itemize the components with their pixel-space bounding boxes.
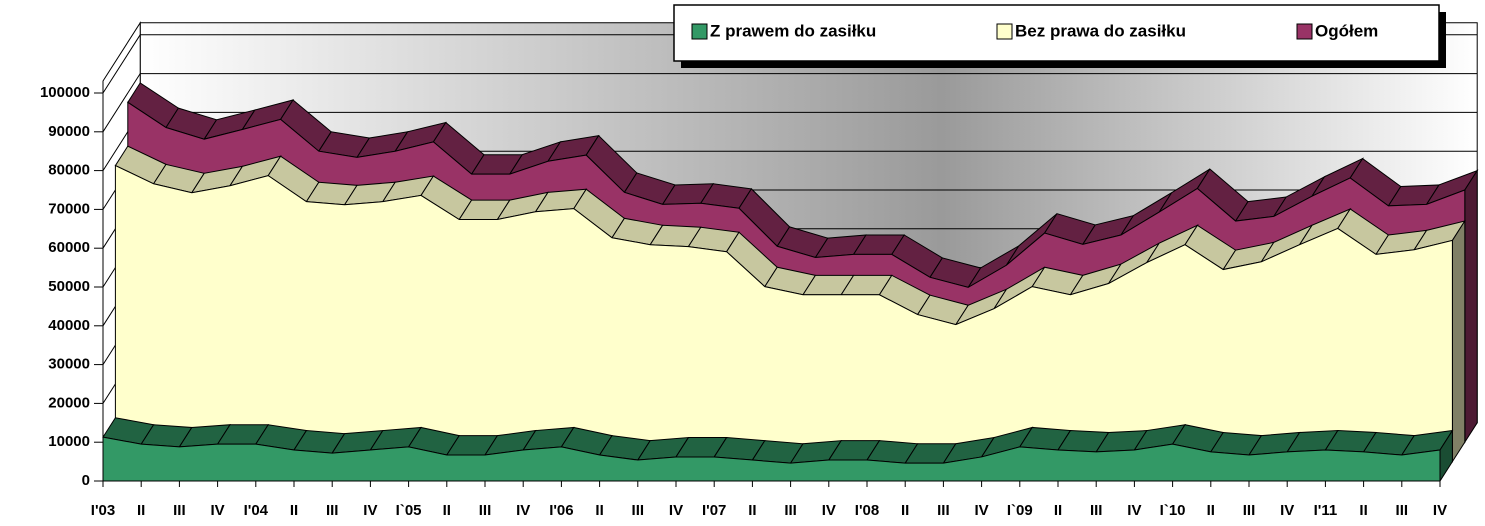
- area: [102, 436, 1441, 482]
- x-tick-label: III: [1243, 502, 1256, 519]
- x-tick-label: III: [479, 502, 492, 519]
- legend-swatch: [1296, 23, 1313, 40]
- x-tick-label: I`09: [1007, 502, 1033, 519]
- legend-label: Ogółem: [1315, 21, 1378, 40]
- x-tick-label: I'04: [244, 502, 269, 519]
- x-tick-label: III: [937, 502, 950, 519]
- x-tick-label: III: [1396, 502, 1409, 519]
- x-tick-label: II: [748, 502, 756, 519]
- y-tick-label: 30000: [48, 356, 90, 373]
- x-tick-label: IV: [1127, 502, 1141, 519]
- y-tick-label: 50000: [48, 278, 90, 295]
- y-tick-label: 60000: [48, 239, 90, 256]
- x-tick-label: I'06: [549, 502, 573, 519]
- y-tick-label: 0: [82, 472, 90, 489]
- x-tick-label: II: [443, 502, 451, 519]
- x-tick-label: I'07: [702, 502, 726, 519]
- x-tick-label: IV: [822, 502, 836, 519]
- y-tick-label: 40000: [48, 317, 90, 334]
- x-tick-label: I'08: [855, 502, 879, 519]
- x-tick-label: II: [1054, 502, 1062, 519]
- legend-label: Bez prawa do zasiłku: [1015, 21, 1186, 40]
- x-tick-label: I`10: [1160, 502, 1186, 519]
- x-tick-label: II: [290, 502, 298, 519]
- x-tick-label: III: [1090, 502, 1103, 519]
- x-tick-label: I'03: [91, 502, 115, 519]
- x-tick-label: IV: [1280, 502, 1294, 519]
- x-tick-label: II: [137, 502, 145, 519]
- area: [114, 164, 1453, 463]
- x-tick-label: II: [595, 502, 603, 519]
- y-tick-label: 90000: [48, 123, 90, 140]
- x-tick-label: I'11: [1314, 502, 1338, 519]
- x-tick-label: II: [901, 502, 909, 519]
- y-tick-label: 100000: [40, 84, 90, 101]
- series: [102, 417, 1454, 483]
- legend-swatch: [691, 23, 708, 40]
- x-tick-label: I`05: [396, 502, 422, 519]
- y-tick-label: 20000: [48, 394, 90, 411]
- x-tick-label: IV: [363, 502, 377, 519]
- legend-label: Z prawem do zasiłku: [710, 21, 876, 40]
- x-tick-label: III: [784, 502, 797, 519]
- area-end: [1451, 219, 1466, 464]
- grid-line: [102, 73, 1478, 133]
- y-tick-label: 10000: [48, 433, 90, 450]
- x-tick-label: III: [173, 502, 186, 519]
- legend: Z prawem do zasiłku Bez prawa do zasiłku O…: [673, 4, 1446, 68]
- y-tick-label: 70000: [48, 200, 90, 217]
- x-tick-label: IV: [516, 502, 530, 519]
- legend-swatch: [996, 23, 1013, 40]
- x-tick-label: III: [326, 502, 339, 519]
- x-tick-label: IV: [669, 502, 683, 519]
- series: [114, 145, 1466, 464]
- x-tick-label: IV: [211, 502, 225, 519]
- y-tick-label: 80000: [48, 162, 90, 179]
- x-tick-label: II: [1207, 502, 1215, 519]
- x-tick-label: III: [632, 502, 645, 519]
- x-tick-label: II: [1359, 502, 1367, 519]
- x-tick-label: IV: [1433, 502, 1447, 519]
- area-end: [1464, 168, 1478, 444]
- x-tick-label: IV: [975, 502, 989, 519]
